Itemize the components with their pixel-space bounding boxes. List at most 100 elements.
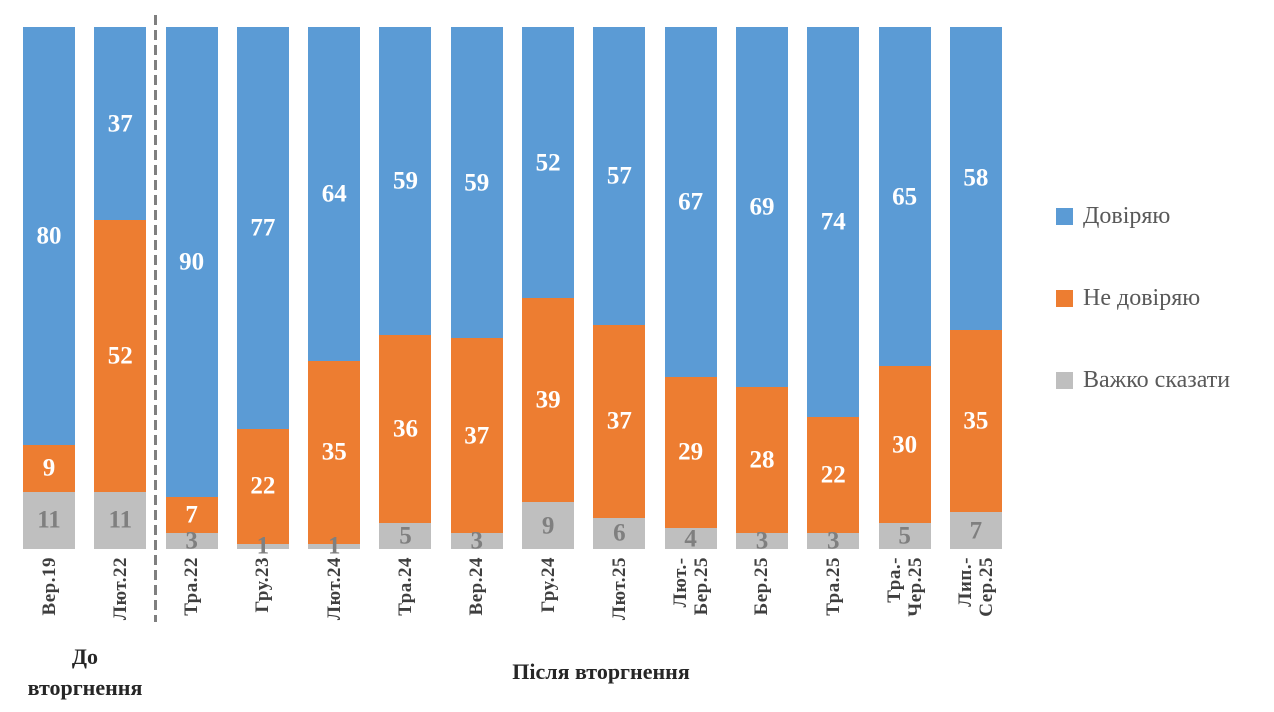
x-axis-slot: Лют.22 xyxy=(94,557,146,652)
bar-value-label: 52 xyxy=(107,342,133,370)
bar-value-label: 22 xyxy=(820,461,846,489)
x-axis-label: Тра.24 xyxy=(394,557,416,616)
bar-segment: 36 xyxy=(379,334,432,523)
bar-value-label: 69 xyxy=(749,193,775,221)
bar-segment: 52 xyxy=(94,220,147,492)
bar-column: 59 36 5 xyxy=(379,27,432,549)
legend-swatch-icon xyxy=(1056,371,1073,389)
plot-area: 80 9 11 37 52 11 90 7 3 77 22 1 64 35 1 59 36 5 59 37 3 52 39 9… xyxy=(23,15,1002,622)
bar-value-label: 59 xyxy=(392,167,418,195)
x-axis-slot: Вер.24 xyxy=(451,557,503,652)
x-axis-slot: Тра.- Чер.25 xyxy=(879,557,931,652)
bar-column: 58 35 7 xyxy=(949,27,1002,549)
x-axis-label: Вер.19 xyxy=(38,557,60,616)
bar-column: 90 7 3 xyxy=(165,27,218,554)
bar-segment: 3 xyxy=(735,529,788,554)
bar-group: 80 9 11 37 52 11 90 7 3 77 22 1 64 35 1 59 36 5 59 37 3 52 39 9… xyxy=(23,27,1002,559)
bar-value-label: 80 xyxy=(36,222,62,250)
bar-column: 69 28 3 xyxy=(735,27,788,554)
bar-value-label: 37 xyxy=(464,422,490,450)
bar-value-label: 57 xyxy=(606,162,632,190)
bar-value-label: 3 xyxy=(827,527,840,555)
x-axis-label: Лют.22 xyxy=(109,557,131,621)
x-axis-slot: Лип.- Сер.25 xyxy=(950,557,1002,652)
bar-segment: 5 xyxy=(878,522,931,549)
x-axis-slot: Вер.19 xyxy=(23,557,75,652)
bar-segment: 59 xyxy=(379,27,432,335)
group-label-after-invasion: Після вторгнення xyxy=(512,659,690,684)
bar-value-label: 30 xyxy=(892,431,918,459)
legend-label: Важко сказати xyxy=(1083,367,1231,393)
x-axis-slot: Тра.22 xyxy=(166,557,218,652)
bar-segment: 3 xyxy=(807,529,860,554)
legend-swatch-icon xyxy=(1056,289,1073,307)
bar-segment: 39 xyxy=(522,298,575,503)
bar-segment: 80 xyxy=(23,27,75,445)
x-axis-label: Лип.- Сер.25 xyxy=(954,557,997,617)
bar-value-label: 3 xyxy=(185,527,198,555)
bar-segment: 65 xyxy=(878,27,931,367)
bar-segment: 59 xyxy=(450,27,503,339)
bar-value-label: 77 xyxy=(250,214,276,242)
legend-label: Довіряю xyxy=(1083,203,1171,229)
x-axis-slot: Гру.23 xyxy=(237,557,289,652)
bar-value-label: 90 xyxy=(179,248,205,276)
bar-segment: 4 xyxy=(664,526,717,551)
x-axis-label: Бер.25 xyxy=(751,557,773,616)
bar-segment: 9 xyxy=(522,502,575,549)
legend-label: Не довіряю xyxy=(1083,285,1201,311)
bar-value-label: 11 xyxy=(37,506,61,534)
bar-segment: 58 xyxy=(949,27,1002,330)
bar-segment: 11 xyxy=(23,491,75,549)
bar-segment: 5 xyxy=(379,522,432,549)
bar-segment: 3 xyxy=(165,529,218,554)
bar-segment: 11 xyxy=(94,491,147,549)
bar-segment: 57 xyxy=(593,27,646,325)
bar-value-label: 52 xyxy=(535,149,561,177)
bar-segment: 1 xyxy=(236,534,289,559)
x-axis-label: Тра.25 xyxy=(822,557,844,616)
bar-value-label: 3 xyxy=(470,527,484,555)
bar-segment: 37 xyxy=(593,324,646,518)
x-axis-label: Тра.- Чер.25 xyxy=(883,557,926,617)
x-axis-label: Лют.24 xyxy=(323,557,345,621)
bar-value-label: 35 xyxy=(963,407,989,435)
x-axis-label: Гру.24 xyxy=(537,557,559,613)
bar-value-label: 37 xyxy=(107,110,133,138)
bar-segment: 52 xyxy=(522,27,575,299)
bar-segment: 37 xyxy=(94,27,147,221)
pre-post-invasion-divider-line xyxy=(154,15,157,622)
legend: Довіряю Не довіряю Важко сказати xyxy=(1056,203,1230,449)
bar-value-label: 29 xyxy=(678,438,704,466)
bar-value-label: 6 xyxy=(613,519,626,547)
x-axis-slot: Лют.- Бер.25 xyxy=(665,557,717,652)
bar-column: 59 37 3 xyxy=(450,27,503,554)
bar-value-label: 9 xyxy=(42,454,56,482)
bar-segment: 64 xyxy=(308,27,361,362)
legend-item: Не довіряю xyxy=(1056,285,1230,311)
x-axis-slot: Тра.24 xyxy=(379,557,431,652)
bar-value-label: 11 xyxy=(108,506,133,534)
bar-value-label: 4 xyxy=(684,525,697,553)
bar-value-label: 59 xyxy=(464,169,490,197)
bar-segment: 28 xyxy=(735,387,788,534)
bar-segment: 35 xyxy=(949,329,1002,513)
bar-segment: 35 xyxy=(308,361,361,544)
bar-value-label: 7 xyxy=(185,501,198,529)
legend-item: Довіряю xyxy=(1056,203,1230,229)
bar-column: 52 39 9 xyxy=(522,27,575,549)
bar-column: 65 30 5 xyxy=(878,27,931,549)
bar-value-label: 39 xyxy=(535,386,561,414)
bar-segment: 30 xyxy=(878,366,931,523)
bar-column: 37 52 11 xyxy=(94,27,147,549)
bar-value-label: 22 xyxy=(250,472,276,500)
bar-value-label: 67 xyxy=(678,188,704,216)
x-axis-label: Гру.23 xyxy=(252,557,274,613)
bar-value-label: 64 xyxy=(321,180,347,208)
bar-segment: 77 xyxy=(236,27,289,429)
bar-value-label: 37 xyxy=(606,407,632,435)
bar-value-label: 35 xyxy=(321,438,347,466)
bar-column: 67 29 4 xyxy=(664,27,717,551)
bar-segment: 37 xyxy=(450,338,503,534)
legend-item: Важко сказати xyxy=(1056,367,1230,393)
